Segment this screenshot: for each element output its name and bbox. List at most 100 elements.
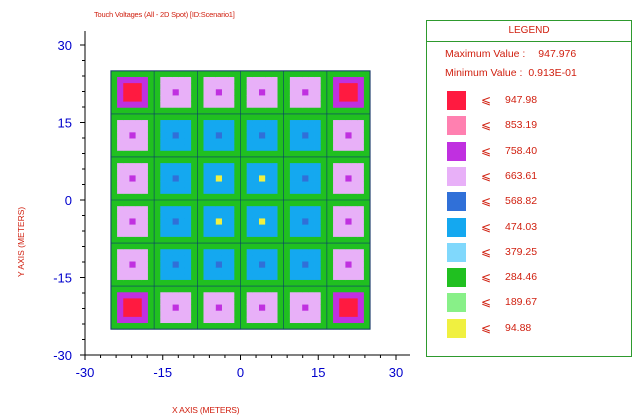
- heatmap-cell: [296, 249, 303, 256]
- heatmap-cell: [221, 267, 229, 275]
- heatmap-cell: [240, 279, 248, 287]
- heatmap-cell: [209, 261, 217, 269]
- heatmap-cell: [363, 273, 371, 281]
- heatmap-cell: [320, 230, 328, 238]
- heatmap-cell: [308, 89, 315, 96]
- heatmap-cell: [141, 206, 149, 213]
- heatmap-cell: [228, 156, 235, 164]
- heatmap-cell: [129, 323, 136, 330]
- heatmap-cell: [240, 243, 248, 250]
- heatmap-cell: [314, 243, 322, 250]
- heatmap-cell: [215, 169, 223, 176]
- heatmap-cell: [259, 89, 266, 96]
- heatmap-cell: [240, 70, 248, 78]
- heatmap-cell: [357, 323, 365, 330]
- heatmap-cell: [129, 138, 136, 146]
- heatmap-cell: [326, 255, 334, 262]
- heatmap-cell: [351, 236, 359, 244]
- heatmap-cell: [326, 175, 334, 182]
- heatmap-cell: [197, 138, 204, 146]
- heatmap-cell: [265, 261, 272, 269]
- heatmap-cell: [308, 107, 315, 115]
- heatmap-cell: [277, 255, 285, 262]
- heatmap-cell: [141, 255, 149, 262]
- heatmap-cell: [246, 169, 254, 176]
- heatmap-cell: [203, 83, 211, 90]
- heatmap-cell: [154, 261, 161, 269]
- heatmap-cell: [308, 95, 315, 102]
- heatmap-cell: [110, 243, 118, 250]
- heatmap-cell: [314, 206, 322, 213]
- heatmap-cell: [166, 323, 174, 330]
- heatmap-cell: [110, 187, 118, 195]
- heatmap-cell: [234, 298, 241, 305]
- heatmap-cell: [333, 255, 340, 262]
- heatmap-cell: [117, 193, 124, 201]
- heatmap-cell: [357, 89, 365, 96]
- heatmap-cell: [283, 107, 291, 115]
- heatmap-cell: [110, 175, 118, 182]
- heatmap-cell: [178, 156, 186, 164]
- heatmap-cell: [296, 70, 303, 78]
- heatmap-cell: [117, 83, 124, 90]
- heatmap-cell: [209, 279, 217, 287]
- heatmap-cell: [345, 95, 352, 102]
- heatmap-cell: [326, 273, 334, 281]
- heatmap-cell: [314, 286, 322, 293]
- heatmap-cell: [252, 138, 260, 146]
- heatmap-cell: [209, 249, 217, 256]
- heatmap-cell: [357, 279, 365, 287]
- heatmap-cell: [363, 230, 371, 238]
- heatmap-cell: [184, 126, 192, 133]
- heatmap-cell: [339, 261, 346, 269]
- heatmap-cell: [234, 249, 241, 256]
- heatmap-cell: [246, 323, 254, 330]
- heatmap-cell: [191, 107, 198, 115]
- heatmap-cell: [215, 120, 223, 127]
- heatmap-cell: [345, 243, 352, 250]
- heatmap-cell: [147, 193, 155, 201]
- heatmap-cell: [160, 304, 167, 312]
- heatmap-cell: [240, 230, 248, 238]
- heatmap-cell: [302, 193, 309, 201]
- heatmap-cell: [123, 120, 130, 127]
- heatmap-cell: [277, 206, 285, 213]
- heatmap-cell: [160, 132, 167, 139]
- heatmap-cell: [345, 279, 352, 287]
- heatmap-cell: [363, 132, 371, 139]
- legend-swatch: [447, 141, 466, 161]
- heatmap-cell: [178, 181, 186, 189]
- heatmap-cell: [314, 249, 322, 256]
- heatmap-cell: [203, 181, 211, 189]
- heatmap-cell: [184, 132, 192, 139]
- heatmap-cell: [339, 323, 346, 330]
- heatmap-cell: [283, 95, 291, 102]
- heatmap-cell: [283, 298, 291, 305]
- heatmap-cell: [326, 298, 334, 305]
- heatmap-cell: [357, 120, 365, 127]
- heatmap-cell: [326, 144, 334, 152]
- heatmap-cell: [197, 316, 204, 324]
- heatmap-cell: [302, 286, 309, 293]
- heatmap-cell: [129, 126, 136, 133]
- heatmap-cell: [333, 70, 340, 78]
- heatmap-cell: [289, 218, 297, 225]
- heatmap-cell: [265, 95, 272, 102]
- heatmap-cell: [302, 70, 309, 78]
- heatmap-cell: [147, 163, 155, 170]
- heatmap-cell: [265, 279, 272, 287]
- heatmap-cell: [314, 156, 322, 164]
- heatmap-cell: [117, 89, 124, 96]
- heatmap-cell: [246, 101, 254, 109]
- heatmap-cell: [209, 236, 217, 244]
- heatmap-cell: [135, 144, 143, 152]
- heatmap-cell: [259, 206, 266, 213]
- heatmap-cell: [110, 224, 118, 232]
- heatmap-cell: [246, 273, 254, 281]
- heatmap-cell: [326, 200, 334, 207]
- heatmap-cell: [345, 89, 352, 96]
- heatmap-cell: [123, 249, 130, 256]
- heatmap-cell: [314, 323, 322, 330]
- heatmap-cell: [277, 292, 285, 299]
- heatmap-cell: [345, 255, 352, 262]
